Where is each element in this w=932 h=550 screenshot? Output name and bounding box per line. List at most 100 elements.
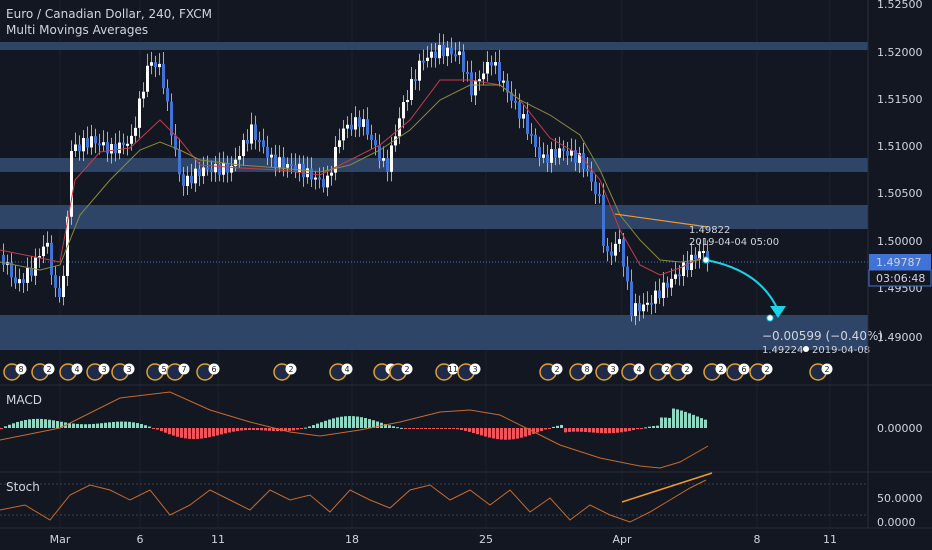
event-count: 7 [181,365,186,374]
macd-bar [640,428,643,429]
macd-bar [328,419,331,428]
economic-events-row[interactable]: 8243357624421132834222622 [3,363,833,381]
candle-body [454,54,457,57]
macd-bar [184,428,187,439]
candle-body [450,47,453,55]
zone-1.4905[interactable] [0,315,868,350]
event-count: 4 [636,365,641,374]
last-price-badge [869,254,931,270]
candle-body [502,80,505,83]
macd-bar [492,428,495,439]
candle-body [334,146,337,173]
candle-body [122,142,125,145]
macd-bar [424,428,427,429]
indicator-name[interactable]: Multi Movings Averages [6,23,148,37]
target-date-label: 2019-04-08 [812,345,870,356]
macd-bar [696,416,699,428]
candle-body [402,102,405,119]
event-count-bubble [681,363,693,375]
macd-bar [476,428,479,435]
event-count: 5 [161,365,166,374]
macd-bar [700,418,703,428]
candle-body [270,154,273,158]
macd-bar [472,428,475,434]
zone-1.5205[interactable] [0,42,868,50]
candle-body [70,151,73,217]
candle-body [142,91,145,99]
macd-bar [592,428,595,433]
candle-body [26,268,29,283]
candle-body [566,150,569,156]
macd-bar [228,428,231,433]
projection-start-point[interactable] [702,256,710,264]
candle-body [434,51,437,59]
candle-body [590,171,593,182]
candle-body [330,172,333,176]
macd-bar [40,418,43,428]
zone-1.5020[interactable] [0,205,868,229]
price-zones[interactable] [0,42,868,350]
projection-arrow[interactable] [705,259,779,311]
candle-body [218,164,221,175]
candles[interactable] [2,33,709,326]
macd-bar [456,428,459,430]
candle-body [462,51,465,73]
chart-title: Euro / Canadian Dollar, 240, FXCM [6,7,212,21]
candle-body [526,114,529,134]
macd-bar [412,428,415,429]
event-count: 3 [101,365,106,374]
candle-body [530,133,533,136]
macd-bar [8,424,11,428]
macd-bar [164,428,167,433]
candle-body [146,65,149,92]
macd-bar [132,422,135,428]
event-count-bubble [761,363,773,375]
candle-body [598,194,601,197]
price-tick: 1.50500 [877,187,923,200]
clock-icon [803,346,809,352]
macd-bar [356,416,359,428]
candle-body [166,88,169,102]
candle-body [558,148,561,158]
candle-body [458,51,461,56]
candle-body [154,62,157,68]
macd-bar [436,428,439,429]
macd-bar [580,428,583,432]
macd-bar [648,426,651,428]
candle-body [158,63,161,68]
macd-bar [24,419,27,428]
last-price-value: 1.49787 [876,256,922,269]
candle-body [562,148,565,151]
macd-bar [440,428,443,429]
candle-body [382,158,385,161]
macd-bar [548,428,551,429]
macd-bar [248,428,251,430]
candle-body [30,268,33,276]
candle-body [2,255,5,265]
projection-end-point[interactable] [766,314,774,322]
candle-body [98,143,101,146]
price-tick: 1.50000 [877,235,923,248]
event-count-bubble [581,363,593,375]
macd-bar [268,428,271,431]
candle-body [398,118,401,137]
event-count-bubble [821,363,833,375]
macd-bar [576,428,579,432]
price-tick: 1.52500 [877,0,923,11]
candle-body [478,79,481,82]
candle-body [422,60,425,63]
candle-body [322,178,325,188]
candle-body [374,139,377,146]
macd-bar [180,428,183,438]
candle-body [62,275,65,298]
candle-body [410,79,413,100]
macd-bar [540,428,543,431]
stoch-trendline[interactable] [621,472,713,503]
resistance-trendline[interactable] [614,213,709,228]
candle-body [694,254,697,260]
macd-bar [212,428,215,437]
candle-body [662,282,665,298]
time-axis[interactable]: Mar 6 11 18 25 Apr 8 11 [50,533,837,546]
price-axis[interactable]: 1.52500 1.52000 1.51500 1.51000 1.50500 … [868,0,932,529]
